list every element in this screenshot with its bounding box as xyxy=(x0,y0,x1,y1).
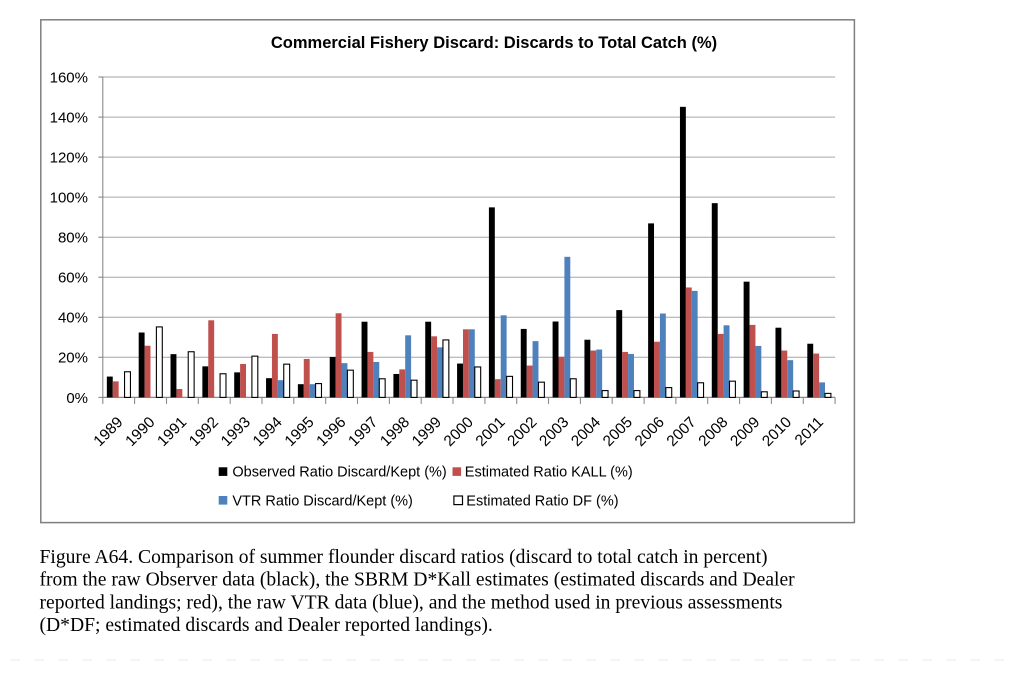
svg-text:Estimated Ratio DF (%): Estimated Ratio DF (%) xyxy=(466,493,618,509)
svg-text:140%: 140% xyxy=(50,110,88,127)
svg-text:80%: 80% xyxy=(58,230,88,247)
svg-text:VTR Ratio Discard/Kept (%): VTR Ratio Discard/Kept (%) xyxy=(232,493,413,509)
svg-text:60%: 60% xyxy=(58,270,88,287)
svg-text:40%: 40% xyxy=(58,310,88,327)
svg-text:0%: 0% xyxy=(66,390,88,407)
svg-text:160%: 160% xyxy=(50,69,88,86)
svg-text:20%: 20% xyxy=(58,350,88,367)
svg-text:(D*DF; estimated discards and: (D*DF; estimated discards and Dealer rep… xyxy=(40,615,493,636)
svg-text:100%: 100% xyxy=(50,190,88,207)
svg-text:Figure A64. Comparison of summ: Figure A64. Comparison of summer flounde… xyxy=(40,547,768,568)
svg-text:Observed Ratio Discard/Kept (%: Observed Ratio Discard/Kept (%) xyxy=(232,465,446,481)
svg-text:Estimated Ratio KALL (%): Estimated Ratio KALL (%) xyxy=(465,465,633,481)
svg-text:from the raw Observer data (bl: from the raw Observer data (black), the … xyxy=(40,570,796,591)
svg-text:120%: 120% xyxy=(50,150,88,167)
svg-text:Commercial Fishery Discard: Di: Commercial Fishery Discard: Discards to … xyxy=(271,34,717,52)
svg-text:reported landings; red), the r: reported landings; red), the raw VTR dat… xyxy=(40,592,783,613)
